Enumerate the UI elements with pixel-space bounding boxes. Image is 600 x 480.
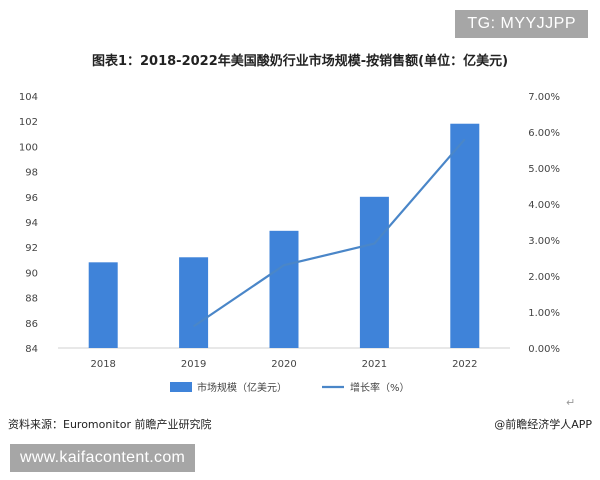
bar (359, 196, 389, 348)
y-left-tick-label: 88 (25, 294, 38, 305)
chart-title: 图表1：2018-2022年美国酸奶行业市场规模-按销售额(单位：亿美元) (91, 54, 509, 69)
url-badge: www.kaifacontent.com (10, 444, 196, 472)
return-mark: ↵ (566, 396, 576, 409)
y-left-tick-label: 94 (25, 218, 38, 229)
y-left-tick-label: 100 (19, 142, 38, 153)
source-note: 资料来源：Euromonitor 前瞻产业研究院 (8, 418, 212, 431)
y-right-tick-label: 6.00% (528, 128, 560, 139)
y-right-tick-label: 2.00% (528, 272, 560, 283)
y-left-tick-label: 86 (25, 319, 38, 330)
credit-note: @前瞻经济学人APP (494, 418, 592, 431)
bar (269, 230, 299, 348)
telegram-badge: TG: MYYJJPP (455, 10, 588, 38)
legend-label-bar: 市场规模（亿美元） (197, 381, 287, 394)
x-tick-label: 2018 (90, 359, 115, 370)
y-right-tick-label: 3.00% (528, 236, 560, 247)
bar (179, 257, 209, 348)
y-left-tick-label: 90 (25, 268, 38, 279)
y-left-tick-label: 92 (25, 243, 38, 254)
y-right-tick-label: 5.00% (528, 164, 560, 175)
y-right-tick-label: 0.00% (528, 344, 560, 355)
legend-label-line: 增长率（%） (350, 381, 410, 394)
legend-swatch-bar (170, 382, 192, 392)
y-right-tick-label: 1.00% (528, 308, 560, 319)
bar (450, 123, 480, 348)
y-left-tick-label: 104 (19, 92, 38, 103)
y-right-tick-label: 4.00% (528, 200, 560, 211)
x-tick-label: 2021 (362, 359, 387, 370)
y-left-tick-label: 98 (25, 168, 38, 179)
x-tick-label: 2020 (271, 359, 296, 370)
bar (88, 262, 118, 348)
y-right-tick-label: 7.00% (528, 92, 560, 103)
x-tick-label: 2022 (452, 359, 477, 370)
y-left-tick-label: 84 (25, 344, 38, 355)
growth-rate-line (192, 138, 466, 328)
y-left-tick-label: 102 (19, 117, 38, 128)
y-left-tick-label: 96 (25, 193, 38, 204)
x-tick-label: 2019 (181, 359, 206, 370)
